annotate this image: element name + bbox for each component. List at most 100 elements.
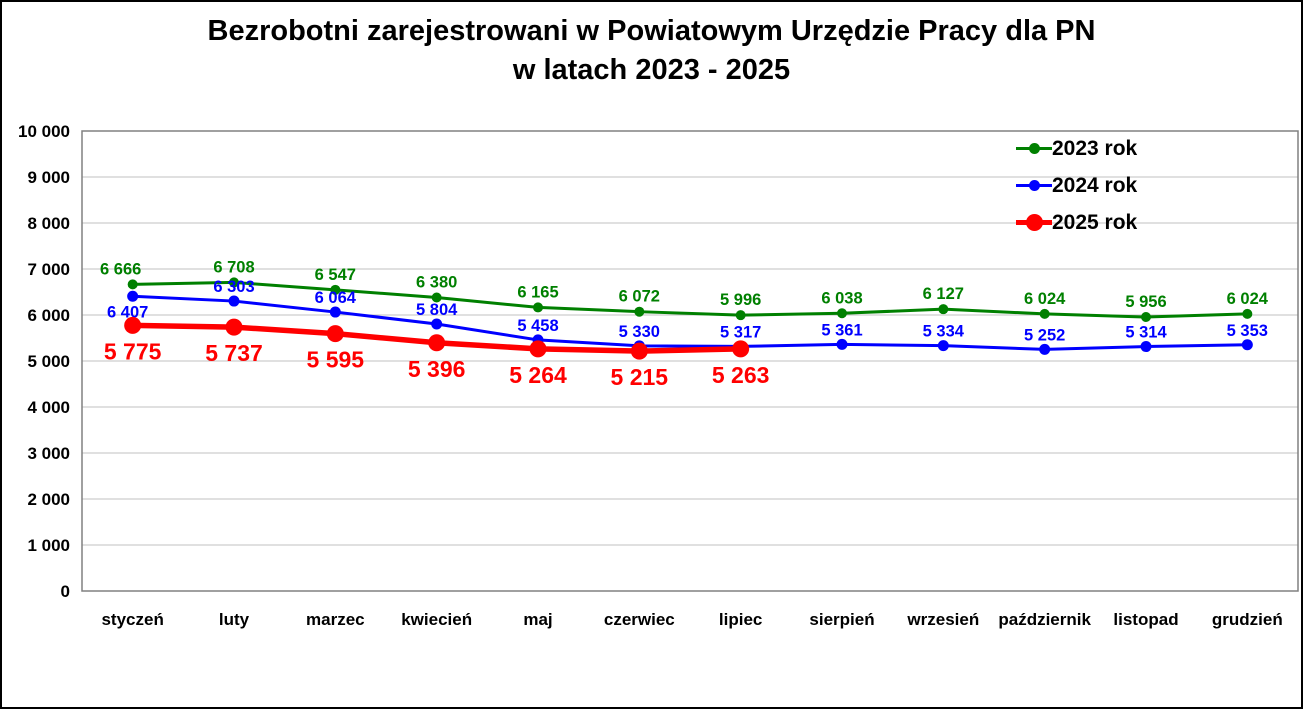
data-point-2023-rok [330,284,341,295]
legend-dot-2024-icon [1028,180,1040,191]
y-axis-tick-label: 9 000 [27,168,70,187]
x-axis-tick-label: październik [998,610,1091,629]
legend-dot-2023-icon [1028,143,1040,154]
data-point-2023-rok [634,306,645,317]
data-label-2024-rok: 5 252 [1024,326,1065,344]
data-point-2023-rok [431,292,442,303]
data-label-2025-rok: 5 215 [611,364,669,390]
x-axis-tick-label: wrzesień [906,610,979,629]
data-label-2024-rok: 6 407 [107,303,148,321]
data-point-2025-rok [225,318,243,336]
data-point-2023-rok [938,304,949,315]
series-line-2023-rok [131,280,1249,319]
data-point-2023-rok [533,302,543,313]
data-label-2023-rok: 6 708 [213,258,254,276]
data-point-2024-rok [1039,343,1051,355]
series-line-2024-rok [131,294,1249,351]
data-label-2023-rok: 6 072 [619,288,660,306]
y-axis-tick-label: 2 000 [27,490,70,509]
data-label-2023-rok: 6 038 [821,289,862,307]
chart-title: Bezrobotni zarejestrowani w Powiatowym U… [0,12,1303,90]
data-point-2023-rok [1141,312,1151,323]
data-point-2025-rok [326,325,344,343]
legend-label-2024: 2024 rok [1052,173,1138,197]
data-label-2023-rok: 5 996 [720,291,761,309]
data-point-2024-rok [329,306,341,318]
data-label-2025-rok: 5 263 [712,362,770,388]
data-label-2025-rok: 5 775 [104,338,162,364]
data-label-2023-rok: 6 024 [1024,290,1066,308]
legend-item-2025: 2025 rok [1016,204,1137,241]
data-point-2024-rok [1241,339,1253,351]
y-axis-tick-label: 8 000 [27,214,70,233]
data-label-2023-rok: 6 127 [923,285,964,303]
x-axis-tick-label: czerwiec [604,610,675,629]
x-axis-tick-label: lipiec [719,610,762,629]
data-label-2024-rok: 5 334 [923,323,965,341]
chart-title-line2: w latach 2023 - 2025 [512,54,791,86]
x-axis-tick-label: styczeń [101,610,163,629]
data-label-2023-rok: 6 666 [100,260,141,278]
y-axis-tick-label: 6 000 [27,306,70,325]
x-axis-tick-label: luty [219,610,250,629]
data-label-2024-rok: 5 317 [720,323,761,341]
data-point-2023-rok [1039,308,1050,319]
data-label-2025-rok: 5 396 [408,356,466,382]
data-point-2025-rok [732,340,750,358]
plot-border [81,130,1299,592]
data-point-2024-rok [836,338,848,350]
data-label-2024-rok: 5 314 [1125,324,1167,342]
legend-marker-2024-icon [1016,176,1052,196]
data-point-2024-rok [937,340,949,352]
data-point-2023-rok [229,277,239,288]
data-label-2023-rok: 6 165 [517,283,558,301]
legend-item-2023: 2023 rok [1016,130,1137,167]
data-point-2025-rok [630,342,648,360]
x-axis-tick-label: kwiecień [401,610,472,629]
y-axis-tick-label: 10 000 [18,122,70,141]
y-axis-tick-label: 3 000 [27,444,70,463]
data-point-2024-rok [127,290,139,302]
data-point-2024-rok [228,295,240,307]
legend-item-2024: 2024 rok [1016,167,1137,204]
data-label-2023-rok: 5 956 [1125,293,1166,311]
data-point-2024-rok [1140,341,1152,353]
x-axis-tick-label: listopad [1113,610,1178,629]
data-point-2023-rok [735,310,746,321]
x-axis-tick-label: marzec [306,610,365,629]
data-point-2024-rok [431,318,443,330]
legend-label-2023: 2023 rok [1052,136,1138,160]
data-label-2024-rok: 5 361 [821,321,862,339]
legend-label-2025: 2025 rok [1052,210,1138,234]
x-axis-tick-label: sierpień [809,610,874,629]
data-label-2025-rok: 5 595 [307,347,365,373]
data-label-2023-rok: 6 380 [416,274,457,292]
y-axis-tick-label: 5 000 [27,352,70,371]
legend-marker-2023-icon [1016,139,1052,159]
data-label-2023-rok: 6 024 [1227,290,1269,308]
data-label-2025-rok: 5 264 [509,362,567,388]
data-label-2024-rok: 5 353 [1227,322,1268,340]
data-label-2023-rok: 6 547 [315,266,356,284]
data-point-2025-rok [124,316,142,334]
data-point-2023-rok [127,279,138,290]
x-axis-tick-label: grudzień [1212,610,1283,629]
legend-dot-2025-icon [1025,214,1043,231]
y-axis-tick-label: 7 000 [27,260,70,279]
data-label-2024-rok: 5 804 [416,301,458,319]
data-label-2024-rok: 5 458 [517,317,558,335]
data-point-2023-rok [1242,308,1253,319]
data-label-2024-rok: 6 303 [213,278,254,296]
legend: 2023 rok 2024 rok 2025 rok [1016,130,1137,241]
legend-marker-2025-icon [1016,213,1052,233]
chart-title-line1: Bezrobotni zarejestrowani w Powiatowym U… [207,15,1096,47]
x-axis-tick-label: maj [523,610,552,629]
data-label-2024-rok: 6 064 [315,289,357,307]
data-label-2025-rok: 5 737 [205,340,263,366]
data-point-2023-rok [837,308,847,319]
y-axis-tick-label: 4 000 [27,398,70,417]
data-point-2025-rok [428,334,446,352]
y-axis-tick-label: 0 [61,582,70,601]
